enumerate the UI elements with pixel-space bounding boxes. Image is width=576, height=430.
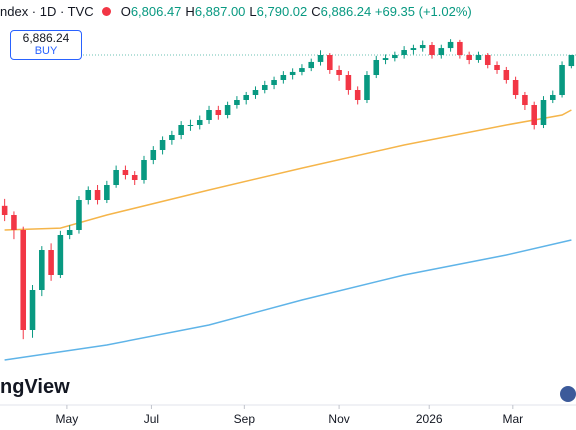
candle-body — [392, 55, 398, 59]
candle-body — [475, 55, 482, 60]
status-dot — [101, 7, 111, 16]
candle-body — [131, 175, 138, 180]
candle-body — [299, 68, 305, 72]
candle-body — [522, 95, 528, 105]
candle-body — [169, 135, 175, 140]
candle-body — [447, 41, 454, 49]
buy-label[interactable]: BUY — [34, 45, 58, 57]
candle-body — [243, 95, 249, 100]
candle-body — [345, 75, 352, 90]
x-tick-label: Jul — [144, 412, 159, 426]
candle-body — [57, 235, 64, 275]
watermark: ngView — [0, 376, 70, 398]
legend-value: 6,790.02 — [256, 4, 308, 19]
candle-body — [29, 290, 36, 330]
candle-body — [429, 45, 435, 55]
legend-value: 6,887.00 — [194, 4, 246, 19]
legend-value: 6,806.47 — [130, 4, 182, 19]
x-tick-label: Mar — [502, 412, 523, 426]
legend-key: L — [249, 4, 257, 19]
candle-body — [308, 61, 315, 69]
candle-body — [94, 190, 101, 200]
candle-body — [410, 48, 417, 50]
legend-key: H — [185, 4, 195, 19]
price-box[interactable]: 6,886.24 BUY — [10, 30, 82, 60]
candle-body — [271, 80, 277, 85]
candle-body — [531, 105, 537, 125]
legend-value: 6,886.24 — [320, 4, 372, 19]
candle-body — [196, 120, 203, 125]
price: 6,886.24 — [22, 31, 70, 45]
candle-body — [280, 75, 287, 80]
candle-body — [11, 215, 17, 230]
candle-body — [252, 90, 259, 95]
candle-body — [66, 230, 73, 235]
candle-body — [122, 170, 129, 175]
moving-average — [4, 239, 572, 361]
candle-body — [261, 85, 268, 90]
candle-body — [503, 70, 510, 80]
header: ndex · 1D · TVC O6,806.47 H6,887.00 L6,790.… — [0, 4, 472, 19]
ohlc-legend: O6,806.47 H6,887.00 L6,790.02 C6,886.24 — [117, 4, 372, 19]
symbol: ndex · 1D · TVC — [0, 4, 94, 19]
candle-body — [187, 125, 194, 126]
flag-icon — [560, 386, 576, 402]
legend-key: O — [120, 4, 131, 19]
candle-body — [354, 90, 361, 100]
candle-body — [484, 55, 491, 65]
candle-body — [540, 100, 547, 125]
candle-body — [494, 65, 500, 70]
candle-body — [1, 205, 8, 215]
candle-body — [85, 190, 92, 200]
x-tick-label: 2026 — [416, 412, 443, 426]
candle-body — [438, 48, 445, 55]
candle-body — [234, 100, 240, 105]
candle-body — [39, 250, 45, 290]
candle-body — [401, 50, 407, 55]
candle-body — [568, 54, 575, 67]
candle-body — [206, 110, 212, 120]
candle-body — [159, 140, 166, 150]
candle-body — [317, 55, 324, 62]
moving-average — [4, 109, 572, 231]
candle-body — [178, 125, 184, 135]
candle-body — [224, 105, 231, 115]
candle-body — [327, 55, 333, 70]
candle-body — [559, 65, 565, 95]
candle-body — [215, 110, 222, 115]
candle-body — [419, 45, 426, 49]
candle-body — [20, 230, 27, 330]
x-tick-label: Nov — [328, 412, 349, 426]
candle-body — [382, 58, 389, 60]
candle-body — [457, 41, 463, 55]
candle-body — [466, 55, 472, 60]
x-tick-label: May — [56, 412, 79, 426]
candle-body — [512, 80, 519, 95]
candle-body — [104, 185, 110, 200]
candle-body — [364, 75, 370, 100]
candle-body — [150, 150, 157, 160]
candle-body — [373, 60, 380, 75]
candle-body — [289, 71, 296, 75]
legend-key: C — [311, 4, 321, 19]
candle-body — [336, 70, 342, 75]
change: +69.35 (+1.02%) — [374, 4, 472, 19]
candle-body — [549, 95, 556, 100]
candle-body — [113, 170, 119, 185]
x-tick-label: Sep — [234, 412, 256, 426]
candle-body — [141, 160, 147, 180]
candle-body — [76, 200, 82, 230]
candle-body — [48, 250, 54, 275]
